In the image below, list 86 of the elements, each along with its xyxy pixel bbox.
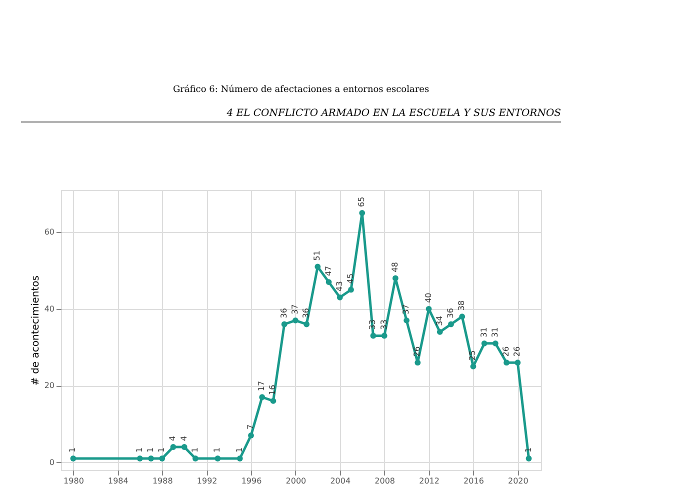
data-label: 1 bbox=[190, 447, 200, 452]
point bbox=[181, 444, 188, 450]
x-tick-label: 2004 bbox=[330, 476, 351, 486]
data-label: 47 bbox=[324, 266, 333, 276]
data-label: 17 bbox=[257, 380, 266, 392]
point bbox=[214, 456, 221, 462]
x-tick-label: 1984 bbox=[108, 476, 128, 486]
point bbox=[448, 321, 454, 328]
point bbox=[236, 456, 243, 462]
data-label: 36 bbox=[446, 308, 455, 318]
x-tick-label: 2000 bbox=[286, 476, 306, 486]
point bbox=[404, 317, 410, 324]
data-label: 38 bbox=[457, 300, 466, 311]
data-label: 36 bbox=[302, 308, 311, 318]
data-label: 26 bbox=[412, 346, 422, 357]
data-label: 1 bbox=[234, 447, 244, 452]
x-tick-label: 1996 bbox=[241, 476, 262, 486]
data-label: 37 bbox=[290, 304, 300, 314]
y-tick-label: 0 bbox=[49, 458, 54, 467]
point bbox=[436, 328, 443, 335]
point bbox=[70, 456, 76, 462]
data-label: 7 bbox=[246, 424, 255, 430]
point bbox=[270, 398, 276, 404]
point bbox=[381, 332, 388, 339]
chart-title: Gráfico 6: Número de afectaciones a entornos escolares bbox=[172, 84, 430, 95]
data-label: 33 bbox=[379, 320, 388, 330]
point bbox=[348, 286, 354, 293]
point bbox=[459, 314, 466, 320]
point bbox=[504, 360, 510, 366]
point bbox=[292, 317, 298, 324]
data-label: 1 bbox=[212, 447, 222, 452]
point bbox=[304, 321, 310, 328]
data-label: 45 bbox=[346, 274, 355, 284]
point bbox=[370, 332, 376, 339]
point bbox=[281, 321, 288, 328]
data-label: 43 bbox=[334, 281, 344, 292]
point bbox=[426, 306, 432, 312]
data-label: 25 bbox=[468, 350, 478, 360]
data-label: 1 bbox=[68, 447, 78, 452]
data-label: 26 bbox=[512, 346, 522, 357]
point bbox=[492, 340, 498, 346]
x-tick-label: 1988 bbox=[152, 476, 173, 486]
x-tick-label: 2012 bbox=[419, 476, 440, 486]
text: 4 EL CONFLICTO ARMADO EN LA ESCUELA Y SUS ENTORNOS bbox=[226, 108, 562, 119]
point bbox=[326, 279, 332, 286]
data-label: 16 bbox=[268, 384, 278, 395]
data-label: 65 bbox=[357, 196, 366, 208]
data-label: 1 bbox=[134, 447, 144, 452]
data-label: 1 bbox=[157, 447, 166, 452]
x-tick-label: 1980 bbox=[64, 476, 84, 486]
point bbox=[514, 360, 521, 366]
point bbox=[414, 360, 421, 366]
data-label: 37 bbox=[402, 304, 411, 314]
data-label: 1 bbox=[524, 447, 533, 452]
y-tick-label: 40 bbox=[44, 304, 54, 314]
data-label: 40 bbox=[424, 292, 433, 303]
point bbox=[159, 456, 166, 462]
x-tick-label: 2020 bbox=[508, 476, 528, 486]
point bbox=[148, 456, 154, 462]
y-tick-label: 60 bbox=[44, 228, 54, 237]
x-tick-label: 1992 bbox=[196, 476, 218, 486]
data-label: 34 bbox=[434, 316, 444, 326]
data-label: 36 bbox=[279, 308, 288, 318]
point bbox=[136, 456, 143, 462]
point bbox=[392, 275, 398, 282]
data-label: 1 bbox=[146, 447, 155, 452]
y-axis-title: # de acontecimientos bbox=[30, 276, 42, 386]
point bbox=[336, 294, 343, 300]
data-label: 4 bbox=[168, 436, 178, 441]
point bbox=[170, 444, 176, 450]
data-label: 31 bbox=[479, 327, 488, 338]
data-label: 31 bbox=[490, 327, 500, 338]
point bbox=[192, 456, 198, 462]
point bbox=[481, 340, 488, 346]
data-label: 51 bbox=[312, 250, 322, 261]
point bbox=[259, 394, 266, 400]
y-tick-label: 20 bbox=[44, 381, 54, 390]
x-tick-label: 2016 bbox=[464, 476, 484, 486]
x-tick-label: 2008 bbox=[374, 476, 396, 486]
data-label: 33 bbox=[368, 320, 378, 330]
point bbox=[359, 210, 366, 216]
point bbox=[526, 456, 532, 462]
data-label: 48 bbox=[390, 262, 400, 272]
data-label: 26 bbox=[502, 346, 511, 357]
data-label: 4 bbox=[179, 436, 188, 441]
point bbox=[248, 432, 254, 438]
